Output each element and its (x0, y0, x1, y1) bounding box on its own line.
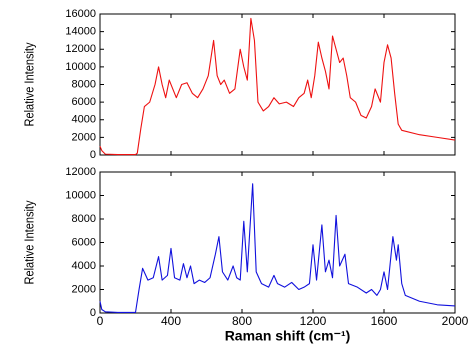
y-tick-label: 8000 (72, 78, 96, 90)
x-tick-label: 1200 (300, 314, 327, 328)
y-tick-label: 8000 (72, 213, 96, 225)
y-tick-label: 0 (90, 149, 96, 161)
y-tick-label: 6000 (72, 96, 96, 108)
x-tick-label: 800 (232, 314, 252, 328)
y-axis-label: Relative Intensity (22, 200, 37, 284)
y-tick-label: 16000 (65, 8, 96, 20)
x-tick-label: 400 (161, 314, 181, 328)
y-tick-label: 14000 (65, 26, 96, 38)
y-tick-label: 2000 (72, 131, 96, 143)
y-tick-label: 0 (90, 307, 96, 319)
spectrum-line (99, 17, 456, 156)
x-tick-label: 1600 (371, 314, 398, 328)
y-tick-label: 4000 (72, 114, 96, 126)
y-tick-label: 2000 (72, 283, 96, 295)
x-tick-label: 2000 (442, 314, 469, 328)
y-tick-label: 12000 (65, 166, 96, 178)
spectrum-line (99, 183, 456, 313)
y-tick-label: 6000 (72, 236, 96, 248)
y-tick-label: 12000 (65, 43, 96, 55)
y-tick-label: 10000 (65, 61, 96, 73)
plot-frame (99, 171, 456, 314)
x-tick-label: 0 (97, 314, 104, 328)
y-tick-label: 10000 (65, 189, 96, 201)
y-tick-label: 4000 (72, 260, 96, 272)
plot-frame (99, 13, 456, 156)
y-axis-label: Relative Intensity (22, 42, 37, 126)
x-axis-label: Raman shift (cm⁻¹) (225, 328, 351, 344)
